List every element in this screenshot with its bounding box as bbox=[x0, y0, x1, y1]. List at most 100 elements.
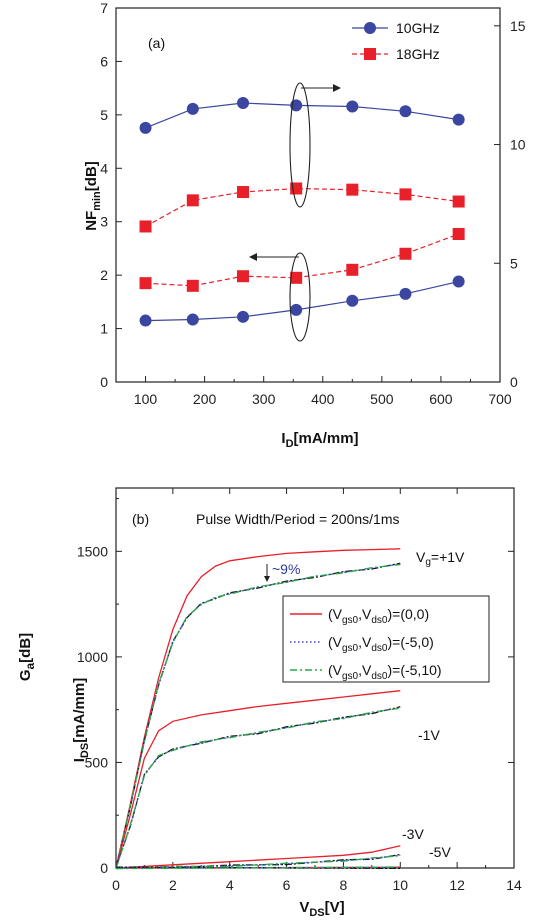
legend-box bbox=[282, 595, 490, 683]
data-point-10ghz-right bbox=[186, 102, 199, 115]
legend-label-part: ,V bbox=[358, 606, 372, 622]
y-tick-label: 500 bbox=[85, 754, 109, 770]
y-tick-label: 3 bbox=[100, 214, 108, 230]
data-point-18ghz-right bbox=[399, 188, 412, 201]
data-point-10ghz-right bbox=[237, 96, 250, 109]
data-point-18ghz-left bbox=[290, 271, 303, 284]
b-xlabel-unit: [V] bbox=[325, 899, 345, 916]
vg-plus1-sub: g bbox=[425, 557, 431, 568]
data-point-10ghz-right bbox=[399, 105, 412, 118]
legend-label-0: (Vgs0,Vds0)=(0,0) bbox=[328, 606, 429, 626]
curve-minus1v-state-00 bbox=[115, 690, 401, 869]
x-tick-label: 500 bbox=[370, 391, 394, 407]
x-tick-label: 8 bbox=[340, 877, 348, 893]
legend-label-part: )=(-5,10) bbox=[387, 662, 441, 678]
legend-label-part: gs0 bbox=[342, 671, 359, 682]
arrow-right-head bbox=[333, 84, 341, 92]
ellipse-upper bbox=[289, 82, 311, 208]
y2-tick-label: 15 bbox=[510, 18, 526, 34]
x-tick-label: 0 bbox=[112, 877, 120, 893]
b-ylabel-unit: [mA/mm] bbox=[71, 678, 88, 743]
data-point-10ghz-left bbox=[139, 314, 152, 327]
ylabel-unit: [dB] bbox=[83, 161, 100, 191]
xlabel-unit: [mA/mm] bbox=[294, 430, 359, 447]
y-tick-label: 0 bbox=[100, 374, 108, 390]
data-point-18ghz-left bbox=[399, 247, 412, 260]
x-tick-label: 14 bbox=[506, 877, 522, 893]
vg-plus1-prefix: V bbox=[416, 549, 426, 565]
y-tick-label: 5 bbox=[100, 107, 108, 123]
curve-minus1v-state-m50 bbox=[115, 706, 401, 869]
vg-minus1-label: -1V bbox=[418, 727, 440, 743]
data-point-18ghz-left bbox=[346, 263, 359, 276]
data-point-10ghz-right bbox=[452, 113, 465, 126]
panel-b-ylabel: IDS[mA/mm] bbox=[71, 678, 91, 762]
xlabel-sub: D bbox=[286, 438, 294, 450]
legend-label-part: )=(-5,0) bbox=[387, 634, 433, 650]
x-tick-label: 6 bbox=[283, 877, 291, 893]
data-point-10ghz-left bbox=[346, 294, 359, 307]
x-tick-label: 700 bbox=[488, 391, 512, 407]
x-tick-label: 600 bbox=[429, 391, 453, 407]
overlay-unit: [dB] bbox=[17, 633, 34, 663]
overlay-sub: a bbox=[23, 663, 37, 670]
curve-minus1v-pulsed-black bbox=[115, 706, 401, 868]
panel-b-legend: (Vgs0,Vds0)=(0,0)(Vgs0,Vds0)=(-5,0)(Vgs0… bbox=[282, 595, 490, 683]
y-tick-label: 0 bbox=[100, 860, 108, 876]
legend-label-1: (Vgs0,Vds0)=(-5,0) bbox=[328, 634, 434, 654]
y-tick-label: 1 bbox=[100, 321, 108, 337]
legend-label-part: ds0 bbox=[371, 615, 388, 626]
x-tick-label: 300 bbox=[252, 391, 276, 407]
data-point-10ghz-left bbox=[290, 303, 303, 316]
b-xlabel-main: V bbox=[299, 899, 309, 916]
y-tick-label: 7 bbox=[100, 0, 108, 16]
data-point-10ghz-left bbox=[399, 287, 412, 300]
x-tick-label: 200 bbox=[193, 391, 217, 407]
b-xlabel-sub: DS bbox=[309, 907, 324, 919]
y2-tick-label: 10 bbox=[510, 137, 526, 153]
data-point-18ghz-left bbox=[186, 279, 199, 292]
x-tick-label: 2 bbox=[169, 877, 177, 893]
x-tick-label: 10 bbox=[392, 877, 408, 893]
panel-b-overlay-label: Ga[dB] bbox=[17, 633, 37, 681]
legend-label-part: (V bbox=[328, 634, 343, 650]
data-point-10ghz-left bbox=[186, 313, 199, 326]
ellipse-lower bbox=[289, 252, 311, 342]
data-point-18ghz-left bbox=[237, 270, 250, 283]
data-point-10ghz-left bbox=[237, 310, 250, 323]
panel-a-legend: 10GHz 18GHz bbox=[352, 20, 440, 62]
data-point-18ghz-left bbox=[139, 277, 152, 290]
overlay-main: G bbox=[17, 670, 34, 682]
curve-plus1v-state-00 bbox=[115, 548, 401, 869]
curve-minus5v-state-m510 bbox=[115, 866, 401, 870]
y-tick-label: 2 bbox=[100, 267, 108, 283]
ylabel-main: NF bbox=[83, 211, 100, 231]
curve-minus1v-state-m510 bbox=[115, 707, 401, 869]
x-tick-label: 400 bbox=[311, 391, 335, 407]
data-point-10ghz-right bbox=[139, 121, 152, 134]
y-tick-label: 1000 bbox=[77, 649, 108, 665]
legend-label-2: (Vgs0,Vds0)=(-5,10) bbox=[328, 662, 442, 682]
legend-label-part: (V bbox=[328, 606, 343, 622]
vg-plus1-label: Vg=+1V bbox=[416, 549, 465, 568]
legend-label-part: ds0 bbox=[371, 671, 388, 682]
drop-arrow-head bbox=[264, 576, 270, 582]
panel-b-xlabel: VDS[V] bbox=[299, 899, 344, 919]
vg-plus1-suffix: =+1V bbox=[431, 549, 465, 565]
panel-a-label: (a) bbox=[148, 35, 165, 51]
panel-a-ylabel: NFmin[dB] bbox=[83, 161, 103, 231]
y-tick-label: 1500 bbox=[77, 543, 108, 559]
x-tick-label: 4 bbox=[226, 877, 234, 893]
y2-tick-label: 0 bbox=[510, 374, 518, 390]
panel-b-curves bbox=[115, 548, 401, 870]
panel-b-label: (b) bbox=[132, 511, 149, 527]
data-point-10ghz-left bbox=[452, 275, 465, 288]
panel-b-ticks: 0 2 4 6 8 10 12 14 0 500 1000 1500 bbox=[77, 488, 522, 893]
panel-b: 0 2 4 6 8 10 12 14 0 500 1000 1500 (b) Pulse Width/… bbox=[17, 487, 522, 919]
legend-label-part: )=(0,0) bbox=[387, 606, 429, 622]
y-tick-label: 6 bbox=[100, 53, 108, 69]
y2-tick-label: 5 bbox=[510, 255, 518, 271]
